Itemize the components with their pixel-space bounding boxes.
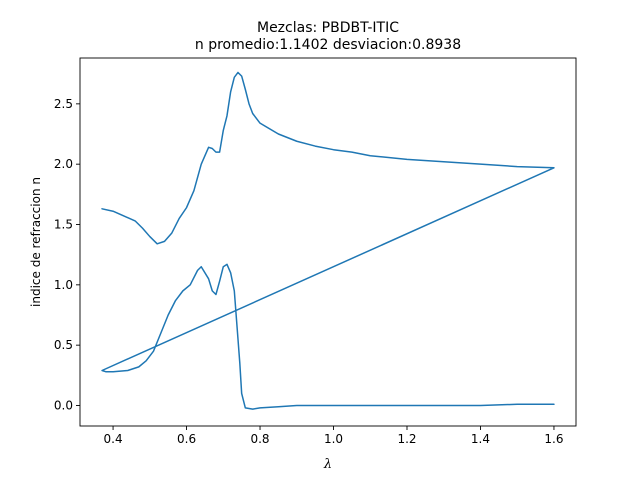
x-tick-label: 1.2 — [397, 432, 416, 446]
y-axis-label: indice de refraccion n — [29, 177, 43, 307]
x-tick-label: 1.0 — [324, 432, 343, 446]
x-tick-label: 1.4 — [471, 432, 490, 446]
chart-title: Mezclas: PBDBT-ITIC — [257, 20, 399, 36]
axes-frame — [79, 57, 577, 427]
chart-subtitle: n promedio:1.1402 desviacion:0.8938 — [195, 37, 461, 53]
x-tick-label: 0.4 — [104, 432, 123, 446]
series-line-0 — [101, 71, 555, 410]
y-tick-label: 2.5 — [54, 97, 73, 111]
x-tick-label: 0.8 — [250, 432, 269, 446]
x-tick-label: 1.6 — [544, 432, 563, 446]
y-tick-label: 2.0 — [54, 157, 73, 171]
plot-area — [79, 57, 577, 427]
x-axis-ticks: 0.4 0.6 0.8 1.0 1.2 1.4 1.6 — [104, 426, 564, 446]
y-tick-label: 1.0 — [54, 278, 73, 292]
y-axis-ticks: 0.0 0.5 1.0 1.5 2.0 2.5 — [54, 97, 80, 412]
y-tick-label: 0.0 — [54, 398, 73, 412]
x-axis-label: λ — [323, 457, 332, 472]
x-tick-label: 0.6 — [177, 432, 196, 446]
y-tick-label: 0.5 — [54, 338, 73, 352]
y-tick-label: 1.5 — [54, 218, 73, 232]
